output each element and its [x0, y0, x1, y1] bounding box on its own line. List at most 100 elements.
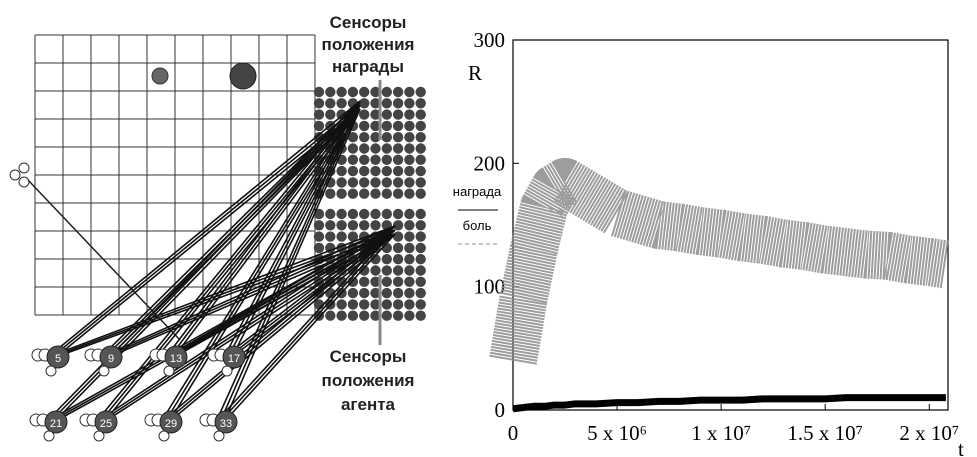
- y-tick-label: 200: [474, 151, 506, 175]
- sensor: [392, 120, 404, 132]
- neuron: [222, 345, 246, 369]
- sensor: [370, 287, 381, 299]
- sensor: [370, 208, 381, 220]
- sensor: [313, 220, 325, 231]
- sensor: [415, 287, 426, 299]
- sensor: [415, 299, 426, 310]
- y-axis-label: R: [468, 61, 482, 85]
- sensor: [404, 242, 415, 254]
- connection: [108, 233, 396, 358]
- sensor: [313, 242, 325, 254]
- sensor: [415, 154, 426, 165]
- sensor: [336, 299, 347, 310]
- sensor: [325, 86, 336, 98]
- connection: [100, 100, 361, 358]
- link: [27, 179, 181, 341]
- sensor: [381, 98, 392, 109]
- sensor: [392, 154, 404, 165]
- neuron-number: 17: [228, 353, 240, 365]
- sensor: [381, 143, 392, 154]
- neuron: [159, 410, 183, 434]
- sensor: [313, 86, 325, 98]
- connection: [223, 100, 361, 358]
- sensor: [381, 276, 392, 287]
- sensor: [359, 188, 370, 199]
- y-tick-label: 0: [495, 398, 506, 422]
- sensor: [404, 231, 415, 242]
- sensor: [325, 242, 336, 254]
- sensor: [415, 208, 426, 220]
- connection: [160, 100, 361, 423]
- sensor: [336, 177, 347, 188]
- neuron: [46, 345, 70, 369]
- neuron-number: 9: [108, 353, 114, 365]
- sensor: [347, 231, 359, 242]
- sensor: [381, 299, 392, 310]
- sensor: [392, 188, 404, 199]
- sensor: [359, 208, 370, 220]
- sensor: [359, 265, 370, 276]
- sensor: [347, 299, 359, 310]
- legend-label: награда: [453, 184, 502, 199]
- sensor: [336, 220, 347, 231]
- sensor: [370, 86, 381, 98]
- x-tick-label: 1 x 10⁷: [691, 421, 751, 445]
- agent-sensors-label: агента: [341, 395, 396, 414]
- plot-frame: [512, 39, 949, 411]
- sensor: [359, 299, 370, 310]
- agent-sensors-label: положения: [322, 371, 415, 390]
- sensor: [415, 310, 426, 321]
- neuron-output: [158, 430, 170, 442]
- sensor: [370, 165, 381, 177]
- sensor: [404, 287, 415, 299]
- neuron-output: [213, 430, 225, 442]
- input: [18, 176, 30, 188]
- reward: [151, 67, 169, 85]
- sensor: [381, 177, 392, 188]
- agent: [229, 62, 257, 90]
- sensor: [415, 265, 426, 276]
- sensor: [325, 231, 336, 242]
- series-line: [489, 157, 954, 365]
- connection: [227, 104, 361, 358]
- sensor: [359, 220, 370, 231]
- sensor: [359, 276, 370, 287]
- sensor: [370, 154, 381, 165]
- connection: [53, 233, 396, 423]
- sensor: [336, 276, 347, 287]
- sensor: [336, 98, 347, 109]
- sensor: [392, 276, 404, 287]
- sensor: [404, 109, 415, 120]
- sensor: [336, 208, 347, 220]
- sensor: [381, 254, 392, 265]
- x-axis-label: t: [958, 437, 964, 457]
- neuron: [44, 410, 68, 434]
- connection: [168, 233, 396, 423]
- sensor: [415, 143, 426, 154]
- x-tick-label: 1.5 x 10⁷: [787, 421, 863, 445]
- connection: [95, 225, 396, 423]
- neuron-number: 13: [170, 353, 182, 365]
- neuron-output: [45, 365, 57, 377]
- sensor: [325, 188, 336, 199]
- sensor: [415, 98, 426, 109]
- sensor: [370, 299, 381, 310]
- neuron-output: [93, 430, 105, 442]
- neuron-output: [98, 365, 110, 377]
- sensor: [415, 132, 426, 143]
- sensor: [336, 86, 347, 98]
- sensor: [370, 220, 381, 231]
- sensor: [381, 154, 392, 165]
- connection: [231, 233, 396, 358]
- sensor: [347, 154, 359, 165]
- sensor: [392, 242, 404, 254]
- connection: [45, 225, 396, 423]
- neuron-output: [163, 365, 175, 377]
- sensor: [381, 165, 392, 177]
- sensor: [313, 109, 325, 120]
- sensor: [404, 208, 415, 220]
- sensor: [347, 310, 359, 321]
- sensor: [325, 98, 336, 109]
- sensor: [347, 132, 359, 143]
